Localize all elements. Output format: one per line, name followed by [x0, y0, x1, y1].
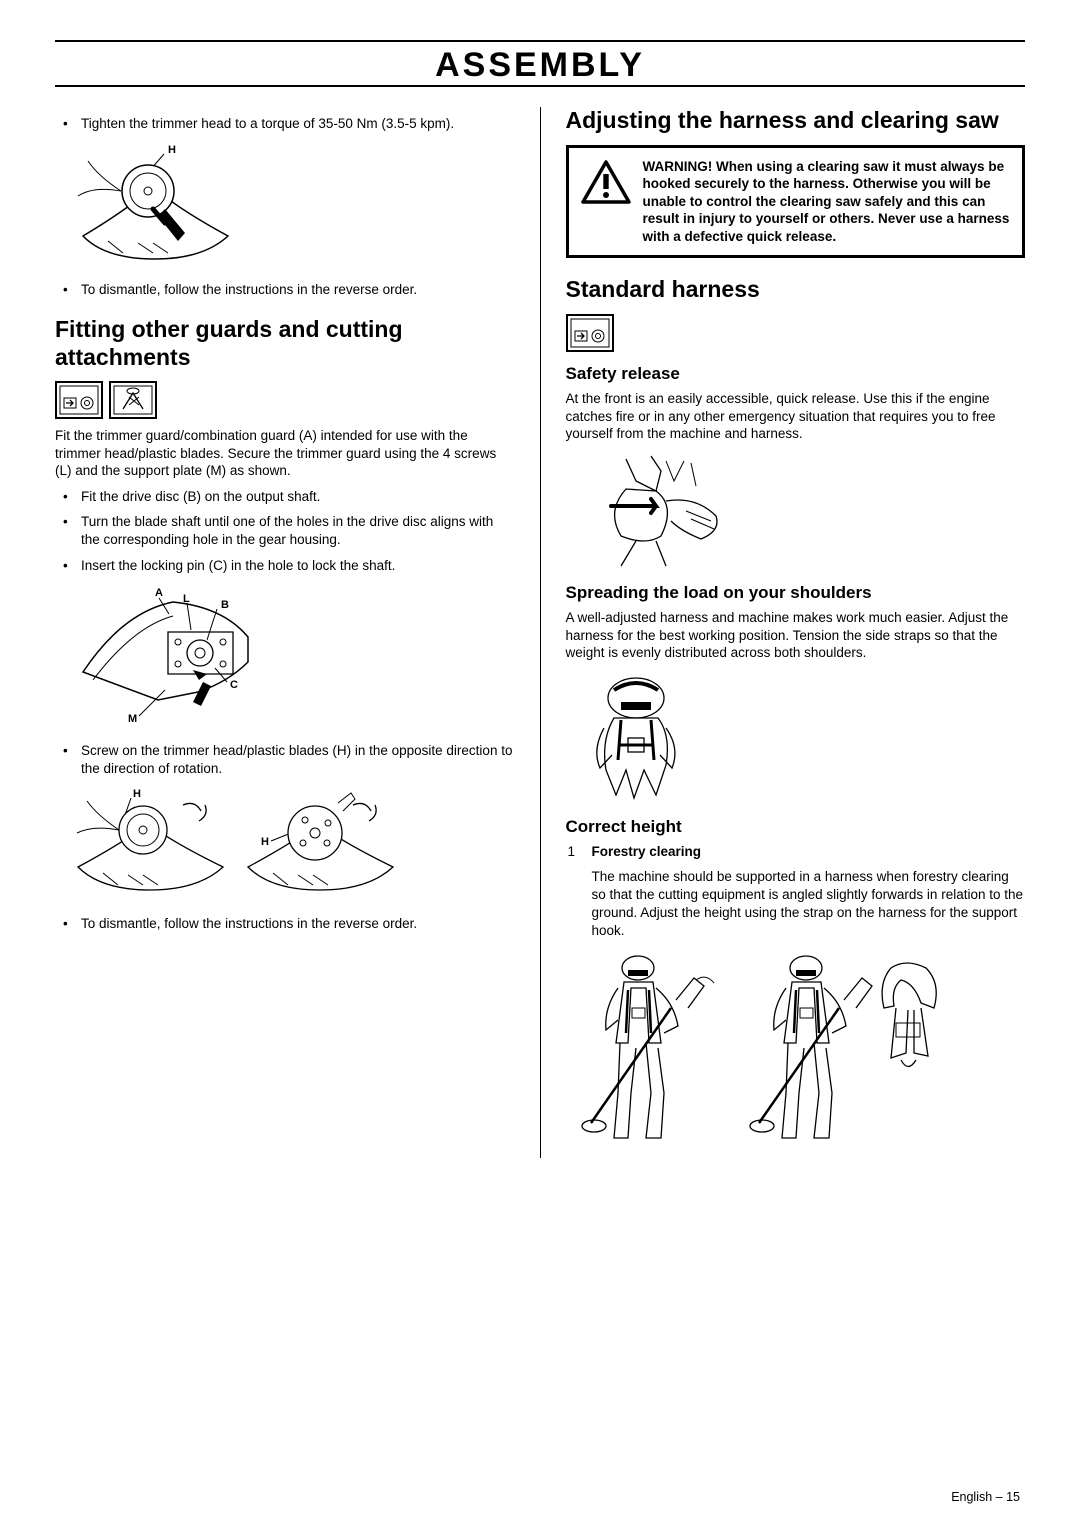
right-column: Adjusting the harness and clearing saw W…: [566, 107, 1026, 1158]
ordered-item: 1 Forestry clearing: [566, 843, 1026, 861]
figure-trimmer-heads: H H: [73, 785, 515, 905]
bullet-item: To dismantle, follow the instructions in…: [55, 915, 515, 933]
svg-text:M: M: [128, 713, 137, 725]
bullet-item: Fit the drive disc (B) on the output sha…: [55, 488, 515, 506]
figure-safety-release: [566, 451, 1026, 571]
bullet-item: To dismantle, follow the instructions in…: [55, 281, 515, 299]
page-footer: English – 15: [951, 1490, 1020, 1504]
warning-text: WARNING! When using a clearing saw it mu…: [643, 158, 1011, 246]
heading-spreading-load: Spreading the load on your shoulders: [566, 583, 1026, 603]
heading-fitting-guards: Fitting other guards and cutting attachm…: [55, 316, 515, 371]
svg-text:H: H: [133, 788, 141, 800]
left-column: Tighten the trimmer head to a torque of …: [55, 107, 515, 1158]
bullet-item: Insert the locking pin (C) in the hole t…: [55, 557, 515, 575]
figure-guard-assembly: A L B C M: [73, 582, 515, 732]
figure-correct-height: [576, 948, 1026, 1148]
figure-spreading-load: [566, 670, 1026, 805]
ordered-body: The machine should be supported in a har…: [566, 868, 1026, 941]
bullet-item: Tighten the trimmer head to a torque of …: [55, 115, 515, 133]
manual-icons: [55, 381, 515, 419]
svg-text:C: C: [230, 679, 238, 691]
svg-text:H: H: [168, 144, 176, 156]
figure-trimmer-head: H: [73, 141, 515, 271]
svg-text:A: A: [155, 587, 163, 599]
bullet-item: Turn the blade shaft until one of the ho…: [55, 513, 515, 548]
warning-icon: [579, 158, 633, 206]
heading-adjusting-harness: Adjusting the harness and clearing saw: [566, 107, 1026, 135]
paragraph: A well-adjusted harness and machine make…: [566, 609, 1026, 662]
svg-text:B: B: [221, 599, 229, 611]
svg-text:H: H: [261, 836, 269, 848]
warning-box: WARNING! When using a clearing saw it mu…: [566, 145, 1026, 259]
bullet-item: Screw on the trimmer head/plastic blades…: [55, 742, 515, 777]
paragraph: At the front is an easily accessible, qu…: [566, 390, 1026, 443]
heading-correct-height: Correct height: [566, 817, 1026, 837]
heading-safety-release: Safety release: [566, 364, 1026, 384]
paragraph: Fit the trimmer guard/combination guard …: [55, 427, 515, 480]
manual-icon: [566, 314, 1026, 352]
page-title: ASSEMBLY: [55, 44, 1025, 85]
heading-standard-harness: Standard harness: [566, 276, 1026, 304]
